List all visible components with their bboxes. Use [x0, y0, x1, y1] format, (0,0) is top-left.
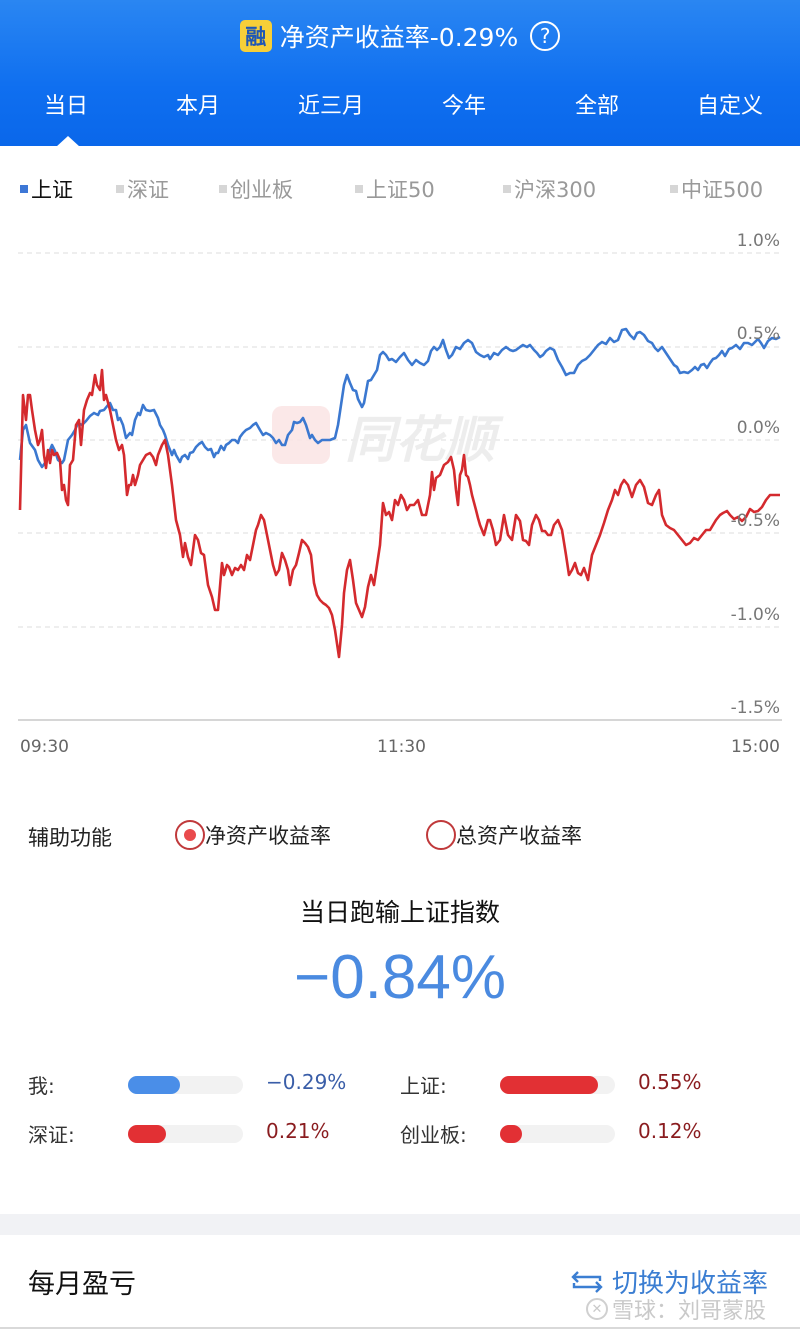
bar-value: 0.55% [638, 1070, 702, 1094]
y-tick-label: -0.5% [730, 511, 780, 531]
bar-track [128, 1125, 243, 1143]
bar-name: 创业板: [400, 1123, 467, 1147]
radio-total-asset-return[interactable]: 总资产收益率 [426, 820, 582, 850]
index-legend: 上证 深证 创业板 上证50 沪深300 中证500 [0, 174, 800, 204]
bar-track [128, 1076, 243, 1094]
bar-item-shanghai: 上证: 0.55% [400, 1066, 730, 1102]
bar-fill [500, 1125, 522, 1143]
switch-arrows-icon [571, 1270, 603, 1293]
section-divider [0, 1214, 800, 1235]
legend-item-csi300[interactable]: 沪深300 [503, 174, 596, 204]
bar-track [500, 1125, 615, 1143]
bar-fill [128, 1076, 180, 1094]
tab-custom[interactable]: 自定义 [696, 94, 764, 119]
watermark-text: 雪球：刘哥蒙股 [612, 1299, 767, 1324]
page-title-row: 融 净资产收益率-0.29% ? [0, 14, 800, 58]
x-tick-label: 15:00 [731, 737, 780, 757]
source-watermark: ✕ 雪球：刘哥蒙股 [586, 1293, 766, 1325]
switch-label: 切换为收益率 [612, 1269, 769, 1299]
bar-fill [128, 1125, 166, 1143]
legend-square-icon [116, 185, 124, 193]
aux-function-label: 辅助功能 [28, 826, 112, 850]
legend-label: 深证 [127, 178, 169, 202]
legend-square-icon [503, 185, 511, 193]
legend-label: 中证500 [681, 178, 764, 202]
legend-item-chinext[interactable]: 创业板 [219, 174, 293, 204]
legend-square-icon [670, 185, 678, 193]
bar-item-shenzhen: 深证: 0.21% [28, 1115, 358, 1151]
legend-square-icon [219, 185, 227, 193]
y-tick-label: 0.0% [736, 418, 780, 438]
y-tick-label: -1.0% [730, 605, 780, 625]
aux-function-row: 辅助功能 净资产收益率 总资产收益率 [28, 820, 778, 854]
bar-value: −0.29% [266, 1070, 347, 1094]
tab-three-months[interactable]: 近三月 [297, 94, 365, 119]
monthly-pnl-title: 每月盈亏 [28, 1269, 136, 1300]
x-tick-label: 09:30 [20, 737, 69, 757]
bar-name: 上证: [400, 1074, 447, 1098]
legend-label: 沪深300 [514, 178, 597, 202]
y-tick-label: -1.5% [730, 698, 780, 718]
margin-badge: 融 [239, 20, 272, 52]
page-title: 净资产收益率-0.29% [279, 23, 519, 52]
bar-row: 深证: 0.21% 创业板: 0.12% [0, 1115, 800, 1151]
active-tab-indicator [56, 136, 80, 147]
period-tabs: 当日 本月 近三月 今年 全部 自定义 [0, 88, 800, 132]
bar-track [500, 1076, 615, 1094]
bar-name: 我: [28, 1074, 55, 1098]
bottom-divider [0, 1327, 800, 1329]
legend-item-sse50[interactable]: 上证50 [355, 174, 435, 204]
legend-item-shenzhen[interactable]: 深证 [116, 174, 169, 204]
header-bar: 融 净资产收益率-0.29% ? 当日 本月 近三月 今年 全部 自定义 [0, 0, 800, 147]
radio-net-asset-return[interactable]: 净资产收益率 [175, 820, 331, 850]
bar-value: 0.21% [266, 1119, 330, 1143]
return-chart[interactable]: 同花顺 1.0% 0.5% 0.0% -0.5% -1.0% -1.5% 09:… [0, 225, 800, 765]
y-tick-label: 1.0% [736, 231, 780, 251]
y-tick-label: 0.5% [736, 324, 780, 344]
legend-label: 创业板 [230, 178, 293, 202]
tab-this-year[interactable]: 今年 [441, 94, 487, 119]
radio-label: 净资产收益率 [205, 824, 331, 848]
bar-name: 深证: [28, 1123, 75, 1147]
bar-item-me: 我: −0.29% [28, 1066, 358, 1102]
radio-unselected-icon [426, 820, 456, 850]
radio-label: 总资产收益率 [456, 824, 582, 848]
watermark-logo: 同花顺 [272, 406, 504, 469]
switch-to-return-button[interactable]: 切换为收益率 [570, 1263, 768, 1300]
legend-square-icon [20, 185, 28, 193]
svg-text:同花顺: 同花顺 [345, 411, 504, 469]
bar-item-chinext: 创业板: 0.12% [400, 1115, 730, 1151]
tab-this-month[interactable]: 本月 [175, 94, 221, 119]
radio-selected-icon [175, 820, 205, 850]
bar-row: 我: −0.29% 上证: 0.55% [0, 1066, 800, 1102]
comparison-title: 当日跑输上证指数 [299, 898, 500, 927]
legend-square-icon [355, 185, 363, 193]
chart-plot: 同花顺 [18, 252, 782, 721]
comparison-value: −0.84% [293, 943, 506, 1012]
tab-all[interactable]: 全部 [574, 94, 620, 119]
bar-fill [500, 1076, 598, 1094]
bar-value: 0.12% [638, 1119, 702, 1143]
tab-today[interactable]: 当日 [43, 94, 89, 119]
snowball-logo-icon: ✕ [586, 1298, 608, 1320]
legend-label: 上证50 [366, 178, 435, 202]
legend-label: 上证 [31, 178, 73, 202]
x-tick-label: 11:30 [377, 737, 426, 757]
legend-item-csi500[interactable]: 中证500 [670, 174, 763, 204]
legend-item-shanghai[interactable]: 上证 [20, 174, 73, 204]
help-icon[interactable]: ? [530, 21, 561, 51]
